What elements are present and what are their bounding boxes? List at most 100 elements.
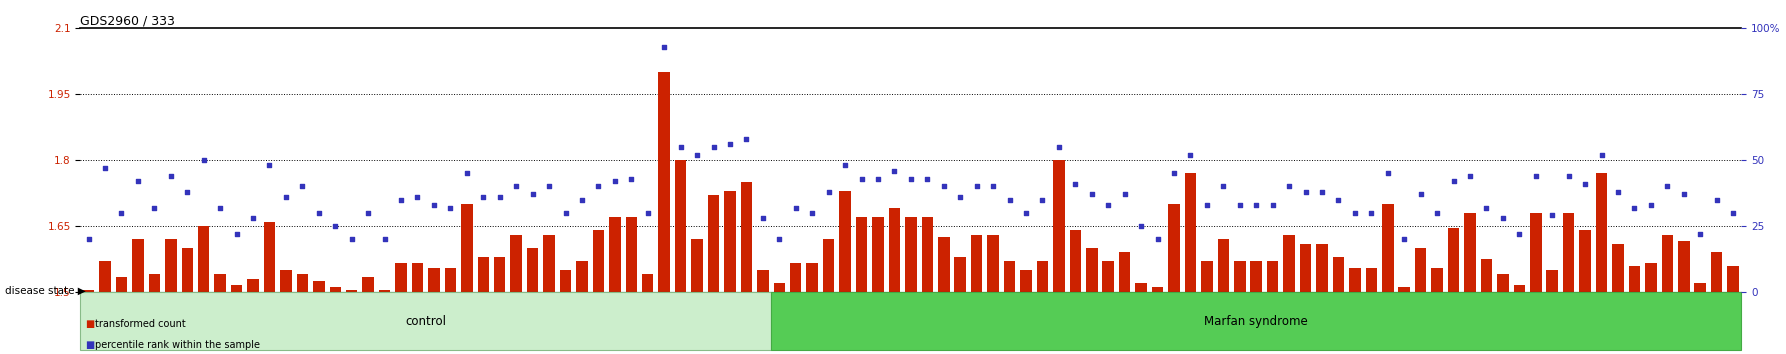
Point (1440, 178, 1468, 184)
Point (880, 168, 909, 173)
Text: transformed count: transformed count (95, 319, 186, 329)
Point (1029, 197, 1057, 202)
Bar (1168, 204, 1181, 292)
Point (764, 236, 793, 242)
Bar (1695, 283, 1706, 292)
Bar (214, 274, 225, 292)
Bar (116, 276, 127, 292)
Bar (1102, 261, 1114, 292)
Bar (625, 217, 638, 292)
Point (123, 178, 152, 184)
Bar (757, 270, 768, 292)
Text: ■: ■ (86, 319, 98, 329)
Bar (1531, 213, 1541, 292)
Point (1225, 202, 1254, 208)
Point (897, 176, 925, 181)
Point (470, 194, 498, 200)
Point (239, 215, 268, 221)
Bar (1218, 239, 1229, 292)
Point (1061, 181, 1089, 187)
Bar (1465, 213, 1475, 292)
Bar (346, 290, 357, 292)
Point (1588, 152, 1616, 158)
Point (502, 184, 530, 189)
Point (782, 205, 811, 210)
Bar (1266, 261, 1279, 292)
Text: ■: ■ (86, 340, 98, 350)
Point (700, 144, 729, 150)
Text: Marfan syndrome: Marfan syndrome (1204, 315, 1307, 328)
Bar (280, 270, 291, 292)
Bar (823, 239, 834, 292)
Point (979, 184, 1007, 189)
Bar (395, 263, 407, 292)
Point (255, 162, 284, 168)
Bar (477, 257, 489, 292)
Bar (954, 257, 966, 292)
Point (1670, 192, 1698, 197)
Point (305, 210, 334, 216)
Bar (164, 239, 177, 292)
Point (864, 176, 893, 181)
Bar (1597, 173, 1607, 292)
Point (338, 236, 366, 242)
Point (75, 236, 104, 242)
Point (748, 215, 777, 221)
Text: disease state ▶: disease state ▶ (5, 285, 86, 295)
Point (1291, 189, 1320, 195)
Bar (543, 235, 555, 292)
Point (388, 197, 416, 202)
Point (1177, 152, 1206, 158)
Bar (230, 285, 243, 292)
Bar (872, 217, 884, 292)
Bar (429, 268, 439, 292)
Point (1702, 197, 1731, 202)
Bar (100, 261, 111, 292)
Point (1488, 215, 1516, 221)
Point (1686, 231, 1715, 237)
Point (616, 176, 645, 181)
Bar (1332, 257, 1345, 292)
Point (354, 210, 382, 216)
Point (1111, 192, 1139, 197)
Point (1554, 173, 1582, 179)
Bar (741, 182, 752, 292)
Bar (641, 274, 654, 292)
Bar (198, 226, 209, 292)
Bar (1316, 244, 1327, 292)
Point (1323, 197, 1352, 202)
Point (221, 231, 250, 237)
Point (716, 142, 745, 147)
Point (1341, 210, 1370, 216)
Point (634, 210, 663, 216)
Point (436, 205, 464, 210)
Point (1077, 192, 1106, 197)
Bar (1415, 248, 1427, 292)
Point (666, 144, 695, 150)
Point (1522, 173, 1550, 179)
Point (814, 189, 843, 195)
Bar (938, 237, 950, 292)
Bar (707, 195, 720, 292)
Bar (922, 217, 932, 292)
Point (486, 194, 514, 200)
Bar (445, 268, 455, 292)
Text: control: control (405, 315, 446, 328)
Point (995, 197, 1023, 202)
Bar (839, 191, 850, 292)
Point (173, 189, 202, 195)
Bar (1563, 213, 1575, 292)
Text: percentile rank within the sample: percentile rank within the sample (95, 340, 259, 350)
Point (947, 194, 975, 200)
Bar (1629, 266, 1640, 292)
Point (732, 136, 761, 142)
Point (1406, 192, 1434, 197)
Bar (1348, 268, 1361, 292)
Point (830, 162, 859, 168)
Bar (1020, 270, 1032, 292)
Bar (1513, 285, 1525, 292)
Point (1423, 210, 1452, 216)
Bar (1661, 235, 1673, 292)
Bar (1202, 261, 1213, 292)
Bar (1679, 241, 1690, 292)
